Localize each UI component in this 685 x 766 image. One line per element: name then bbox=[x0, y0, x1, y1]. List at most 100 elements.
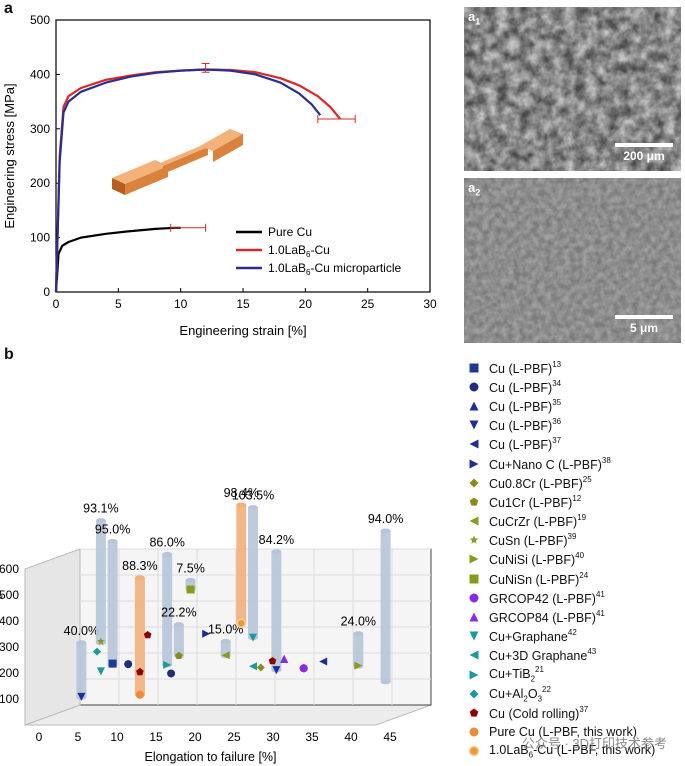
legend-entry: Pure Cu (L-PBF, this work) bbox=[465, 723, 685, 742]
x-tick-label: 10 bbox=[110, 730, 124, 744]
sem-top-scalebar: 200 μm bbox=[615, 143, 673, 163]
legend-marker bbox=[469, 612, 479, 622]
legend-marker bbox=[469, 727, 479, 737]
legend-entry: 1.0LaB6-Cu (L-PBF, this work) bbox=[465, 742, 685, 761]
bar-body bbox=[134, 577, 145, 695]
bar-label: 95.0% bbox=[95, 522, 130, 536]
y-tick-label: 100 bbox=[30, 231, 50, 245]
bar-body bbox=[107, 541, 118, 665]
legend-entry: Cu (L-PBF)34 bbox=[465, 377, 685, 396]
bar-cap bbox=[185, 577, 196, 583]
data-point bbox=[136, 667, 144, 676]
data-point bbox=[221, 651, 230, 660]
bar-label: 103.5% bbox=[232, 489, 274, 503]
x-tick-label: 15 bbox=[236, 297, 250, 311]
legend-marker-shape bbox=[469, 382, 479, 392]
bar-cap bbox=[248, 505, 258, 511]
legend-label: CuSn (L-PBF)39 bbox=[489, 532, 577, 549]
data-point bbox=[96, 667, 105, 676]
legend-marker-shape bbox=[469, 516, 479, 526]
legend-marker bbox=[469, 420, 479, 430]
legend-entry: CuSn (L-PBF)39 bbox=[465, 531, 685, 550]
x-tick-label: 30 bbox=[266, 730, 280, 744]
bar-label: 86.0% bbox=[149, 535, 184, 549]
sem-image-top: a1 200 μm bbox=[464, 7, 681, 171]
legend-marker bbox=[469, 689, 479, 699]
legend-entry: Cu (L-PBF)37 bbox=[465, 435, 685, 454]
x-tick-label: 35 bbox=[305, 730, 319, 744]
legend-marker bbox=[469, 382, 479, 392]
specimen-side-left bbox=[112, 178, 125, 195]
bar-label: 94.0% bbox=[368, 512, 403, 526]
bar-label: 15.0% bbox=[208, 623, 243, 637]
data-point bbox=[280, 654, 289, 663]
legend-label: Pure Cu bbox=[268, 225, 312, 239]
stress-strain-chart: 0 5 10 15 20 25 300100200300400500Engineering … bbox=[2, 13, 437, 338]
specimen-top-left bbox=[112, 160, 168, 184]
legend-entry: Cu0.8Cr (L-PBF)25 bbox=[465, 473, 685, 492]
data-point bbox=[202, 629, 211, 638]
legend-marker bbox=[469, 401, 479, 411]
legend-marker-shape bbox=[469, 689, 479, 699]
legend-entry: Cu (Cold rolling)37 bbox=[465, 703, 685, 722]
curve-pure-cu bbox=[54, 226, 181, 293]
legend-entry: CuNiSn (L-PBF)24 bbox=[465, 569, 685, 588]
legend-marker bbox=[469, 593, 479, 603]
legend-entry: Cu1Cr (L-PBF)12 bbox=[465, 492, 685, 511]
legend-marker bbox=[469, 535, 479, 544]
x-tick-label: 10 bbox=[174, 297, 188, 311]
legend-marker bbox=[469, 478, 479, 488]
legend-label: GRCOP84 (L-PBF)41 bbox=[489, 609, 605, 626]
panel-b-letter: b bbox=[4, 346, 14, 363]
legend-label: Pure Cu (L-PBF, this work) bbox=[489, 725, 637, 740]
legend-label: CuNiSi (L-PBF)40 bbox=[489, 551, 585, 568]
bar-label: 24.0% bbox=[341, 615, 376, 629]
bar-label: 22.2% bbox=[161, 606, 196, 620]
legend-entry: GRCOP42 (L-PBF)41 bbox=[465, 588, 685, 607]
y-tick-label: 600 bbox=[0, 562, 19, 576]
specimen-front-mid bbox=[163, 147, 208, 174]
x-tick-label: 45 bbox=[383, 730, 397, 744]
bar-body bbox=[76, 642, 87, 698]
data-point bbox=[108, 659, 117, 668]
bar-base bbox=[380, 679, 391, 685]
bar-label: 98.4% bbox=[224, 486, 259, 500]
data-point bbox=[167, 669, 176, 678]
data-point bbox=[319, 657, 328, 666]
legend-entry: Cu+TiB221 bbox=[465, 665, 685, 684]
data-point bbox=[77, 692, 86, 701]
legend-marker-shape bbox=[469, 478, 479, 488]
yield-elongation-chart: 100 200 300 400 500 600 0 5 10 15 20 25 30 35 40 45 Elon… bbox=[0, 486, 432, 764]
bar-label: 40.0% bbox=[64, 624, 99, 638]
bar-cap bbox=[173, 622, 184, 628]
specimen-top-right bbox=[200, 129, 243, 151]
legend-label: Cu (L-PBF)36 bbox=[489, 417, 562, 434]
y-tick-label: 0 bbox=[43, 285, 50, 299]
legend-marker-shape bbox=[469, 535, 479, 544]
legend-marker bbox=[469, 459, 479, 469]
legend-entry: Cu+Al2O322 bbox=[465, 684, 685, 703]
bar-body bbox=[220, 641, 231, 656]
specimen-front-left bbox=[125, 166, 168, 195]
legend-label: 1.0LaB6-Cu (L-PBF, this work) bbox=[489, 743, 656, 760]
legend-label: Cu+TiB221 bbox=[489, 665, 544, 684]
legend-marker bbox=[469, 574, 479, 584]
y-tick-label: 400 bbox=[30, 67, 50, 81]
legend-entry: Cu (L-PBF)13 bbox=[465, 358, 685, 377]
y-axis-label: Engineering stress [MPa] bbox=[2, 83, 17, 228]
y-tick-label: 100 bbox=[0, 692, 19, 706]
data-point bbox=[124, 660, 133, 669]
legend-entry: Cu (L-PBF)36 bbox=[465, 416, 685, 435]
legend-marker bbox=[468, 746, 480, 757]
bar-cap bbox=[380, 528, 391, 534]
bar-cap bbox=[271, 549, 282, 555]
bar-label: 84.2% bbox=[259, 533, 294, 547]
legend-b: Cu (L-PBF)13 Cu (L-PBF)34 Cu (L-PBF)35 Cu (… bbox=[465, 358, 685, 761]
legend-label: Cu1Cr (L-PBF)12 bbox=[489, 493, 582, 510]
legend-label: Cu+Graphane42 bbox=[489, 628, 577, 645]
bar-103_5pct: 103.5% bbox=[232, 489, 274, 641]
y-tick-label: 300 bbox=[0, 640, 19, 654]
data-point bbox=[186, 585, 195, 594]
legend-entry: Cu+Nano C (L-PBF)38 bbox=[465, 454, 685, 473]
legend-marker-shape bbox=[469, 363, 479, 373]
